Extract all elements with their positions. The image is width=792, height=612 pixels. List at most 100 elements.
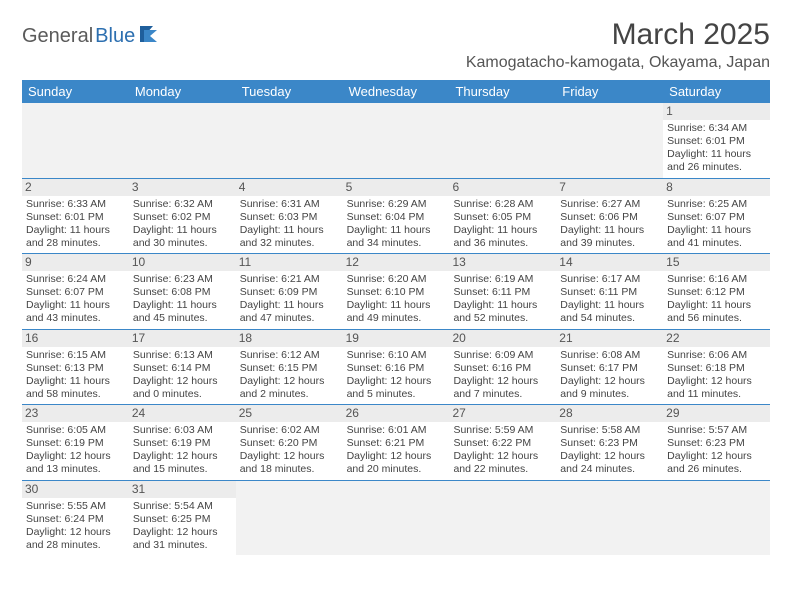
- sunset-line: Sunset: 6:09 PM: [240, 286, 339, 299]
- month-title: March 2025: [466, 18, 770, 52]
- sunrise-line: Sunrise: 6:12 AM: [240, 349, 339, 362]
- day-cell: 15Sunrise: 6:16 AMSunset: 6:12 PMDayligh…: [663, 254, 770, 329]
- sunset-line: Sunset: 6:16 PM: [347, 362, 446, 375]
- sunset-line: Sunset: 6:20 PM: [240, 437, 339, 450]
- sunset-line: Sunset: 6:21 PM: [347, 437, 446, 450]
- daylight-line: Daylight: 11 hours and 43 minutes.: [26, 299, 125, 325]
- day-number: 7: [556, 179, 663, 196]
- day-cell: 20Sunrise: 6:09 AMSunset: 6:16 PMDayligh…: [449, 330, 556, 405]
- sunrise-line: Sunrise: 6:19 AM: [453, 273, 552, 286]
- week-row: 30Sunrise: 5:55 AMSunset: 6:24 PMDayligh…: [22, 481, 770, 556]
- sunset-line: Sunset: 6:02 PM: [133, 211, 232, 224]
- sunset-line: Sunset: 6:04 PM: [347, 211, 446, 224]
- day-number: 21: [556, 330, 663, 347]
- logo: General Blue: [22, 24, 165, 49]
- day-number: 25: [236, 405, 343, 422]
- day-number: 2: [22, 179, 129, 196]
- weekday-header: Sunday: [22, 80, 129, 103]
- day-cell: 23Sunrise: 6:05 AMSunset: 6:19 PMDayligh…: [22, 405, 129, 480]
- calendar-page: General Blue March 2025 Kamogatacho-kamo…: [0, 0, 792, 555]
- day-cell: 10Sunrise: 6:23 AMSunset: 6:08 PMDayligh…: [129, 254, 236, 329]
- daylight-line: Daylight: 11 hours and 56 minutes.: [667, 299, 766, 325]
- week-row: 9Sunrise: 6:24 AMSunset: 6:07 PMDaylight…: [22, 254, 770, 330]
- day-number: 1: [663, 103, 770, 120]
- empty-cell: [236, 481, 343, 556]
- weekday-header: Friday: [556, 80, 663, 103]
- sunrise-line: Sunrise: 6:33 AM: [26, 198, 125, 211]
- week-row: 2 Sunrise: 6:33 AMSunset: 6:01 PM Daylight…: [22, 179, 770, 255]
- sunrise-line: Sunrise: 6:13 AM: [133, 349, 232, 362]
- sunrise-line: Sunrise: 6:21 AM: [240, 273, 339, 286]
- day-cell: 13Sunrise: 6:19 AMSunset: 6:11 PMDayligh…: [449, 254, 556, 329]
- daylight-line: Daylight: 11 hours and 49 minutes.: [347, 299, 446, 325]
- weekday-header: Saturday: [663, 80, 770, 103]
- day-cell: 12Sunrise: 6:20 AMSunset: 6:10 PMDayligh…: [343, 254, 450, 329]
- day-number: 18: [236, 330, 343, 347]
- day-cell: 21Sunrise: 6:08 AMSunset: 6:17 PMDayligh…: [556, 330, 663, 405]
- day-number: 4: [236, 179, 343, 196]
- empty-cell: [449, 103, 556, 178]
- daylight-line: Daylight: 11 hours and 39 minutes.: [560, 224, 659, 250]
- sunrise-line: Sunrise: 5:58 AM: [560, 424, 659, 437]
- daylight-line: Daylight: 12 hours and 0 minutes.: [133, 375, 232, 401]
- day-number: 12: [343, 254, 450, 271]
- day-cell: 16Sunrise: 6:15 AMSunset: 6:13 PMDayligh…: [22, 330, 129, 405]
- day-number: 26: [343, 405, 450, 422]
- daylight-line: Daylight: 12 hours and 15 minutes.: [133, 450, 232, 476]
- sunrise-line: Sunrise: 6:06 AM: [667, 349, 766, 362]
- calendar: SundayMondayTuesdayWednesdayThursdayFrid…: [22, 80, 770, 555]
- sunset-line: Sunset: 6:06 PM: [560, 211, 659, 224]
- sunset-line: Sunset: 6:16 PM: [453, 362, 552, 375]
- daylight-line: Daylight: 12 hours and 13 minutes.: [26, 450, 125, 476]
- day-cell: 27Sunrise: 5:59 AMSunset: 6:22 PMDayligh…: [449, 405, 556, 480]
- day-number: 13: [449, 254, 556, 271]
- day-cell: 31Sunrise: 5:54 AMSunset: 6:25 PMDayligh…: [129, 481, 236, 556]
- daylight-line: Daylight: 12 hours and 2 minutes.: [240, 375, 339, 401]
- day-number: 22: [663, 330, 770, 347]
- day-number: 6: [449, 179, 556, 196]
- sunrise-line: Sunrise: 6:29 AM: [347, 198, 446, 211]
- weekday-header-row: SundayMondayTuesdayWednesdayThursdayFrid…: [22, 80, 770, 103]
- day-cell: 9Sunrise: 6:24 AMSunset: 6:07 PMDaylight…: [22, 254, 129, 329]
- week-row: 16Sunrise: 6:15 AMSunset: 6:13 PMDayligh…: [22, 330, 770, 406]
- day-cell: 19Sunrise: 6:10 AMSunset: 6:16 PMDayligh…: [343, 330, 450, 405]
- sunrise-line: Sunrise: 5:55 AM: [26, 500, 125, 513]
- sunrise-line: Sunrise: 6:02 AM: [240, 424, 339, 437]
- sunrise-line: Sunrise: 6:20 AM: [347, 273, 446, 286]
- daylight-line: Daylight: 11 hours and 47 minutes.: [240, 299, 339, 325]
- day-cell: 28Sunrise: 5:58 AMSunset: 6:23 PMDayligh…: [556, 405, 663, 480]
- daylight-line: Daylight: 11 hours and 32 minutes.: [240, 224, 339, 250]
- sunset-line: Sunset: 6:01 PM: [26, 211, 125, 224]
- weekday-header: Wednesday: [343, 80, 450, 103]
- sunrise-line: Sunrise: 6:23 AM: [133, 273, 232, 286]
- empty-cell: [556, 103, 663, 178]
- day-number: 14: [556, 254, 663, 271]
- daylight-line: Daylight: 12 hours and 31 minutes.: [133, 526, 232, 552]
- sunset-line: Sunset: 6:18 PM: [667, 362, 766, 375]
- day-number: 16: [22, 330, 129, 347]
- day-number: 19: [343, 330, 450, 347]
- day-number: 24: [129, 405, 236, 422]
- title-block: March 2025 Kamogatacho-kamogata, Okayama…: [466, 18, 770, 72]
- day-number: 9: [22, 254, 129, 271]
- day-cell: 26Sunrise: 6:01 AMSunset: 6:21 PMDayligh…: [343, 405, 450, 480]
- empty-cell: [449, 481, 556, 556]
- sunrise-line: Sunrise: 6:17 AM: [560, 273, 659, 286]
- logo-flag-icon: [139, 24, 165, 49]
- daylight-line: Daylight: 12 hours and 28 minutes.: [26, 526, 125, 552]
- sunrise-line: Sunrise: 6:01 AM: [347, 424, 446, 437]
- sunrise-line: Sunrise: 6:03 AM: [133, 424, 232, 437]
- empty-cell: [236, 103, 343, 178]
- day-cell: 4Sunrise: 6:31 AMSunset: 6:03 PMDaylight…: [236, 179, 343, 254]
- empty-cell: [663, 481, 770, 556]
- sunset-line: Sunset: 6:05 PM: [453, 211, 552, 224]
- daylight-line: Daylight: 11 hours and 34 minutes.: [347, 224, 446, 250]
- day-cell: 6Sunrise: 6:28 AMSunset: 6:05 PMDaylight…: [449, 179, 556, 254]
- day-number: 5: [343, 179, 450, 196]
- location: Kamogatacho-kamogata, Okayama, Japan: [466, 54, 770, 72]
- day-number: 8: [663, 179, 770, 196]
- day-number: 15: [663, 254, 770, 271]
- empty-cell: [343, 103, 450, 178]
- logo-text-2: Blue: [95, 25, 135, 48]
- day-cell: 17Sunrise: 6:13 AMSunset: 6:14 PMDayligh…: [129, 330, 236, 405]
